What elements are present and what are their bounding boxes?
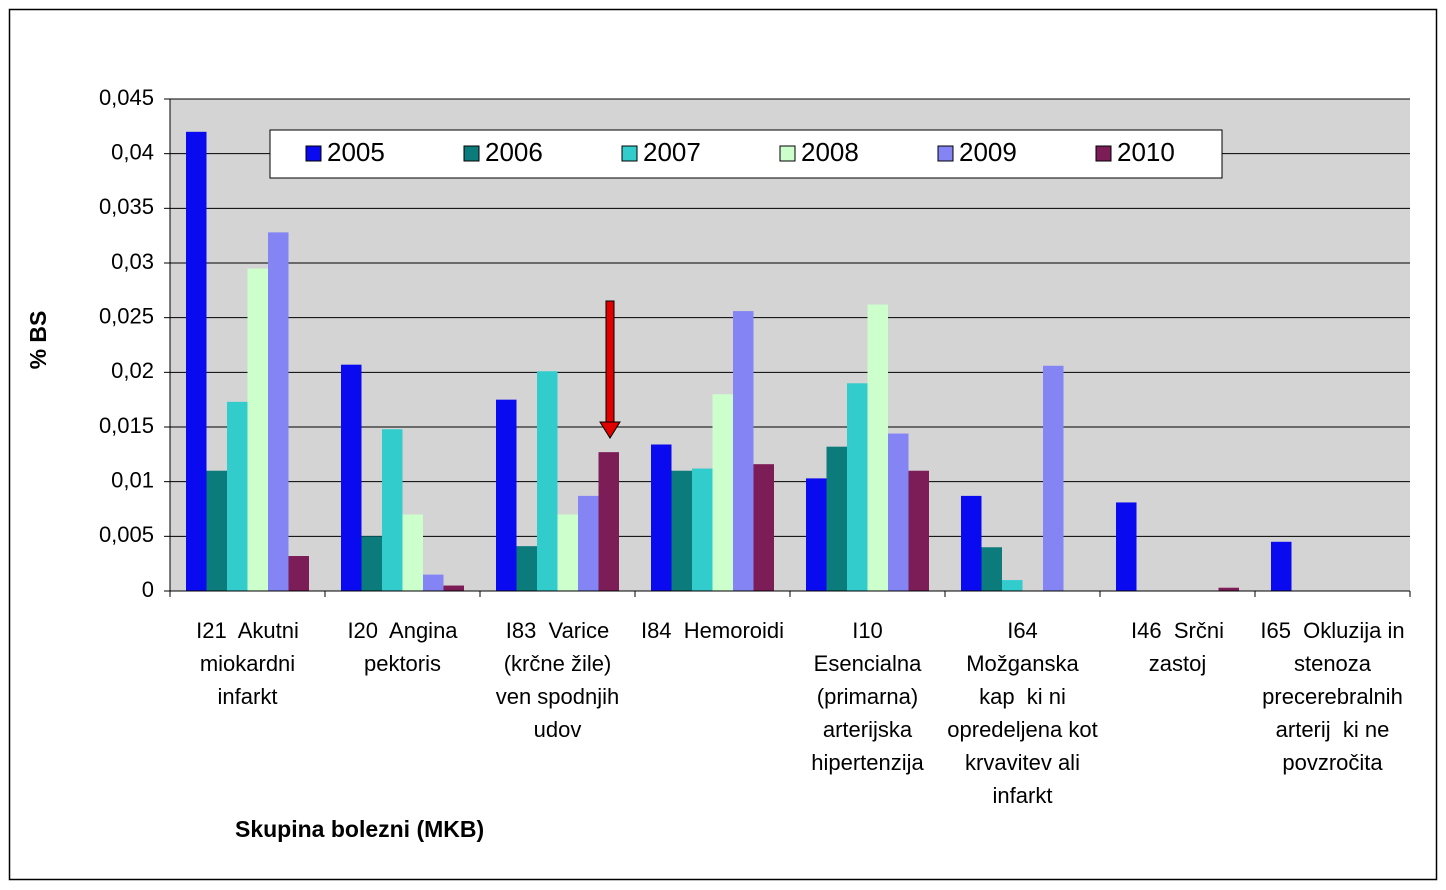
bar (753, 464, 774, 591)
bar (908, 470, 929, 591)
bar (712, 394, 733, 591)
legend-swatch (463, 145, 480, 162)
x-axis-title: Skupina bolezni (MKB) (235, 816, 484, 842)
bar (867, 304, 888, 591)
y-tick-label: 0,02 (111, 358, 154, 383)
bar (402, 514, 423, 591)
bar (382, 429, 403, 591)
legend-swatch (621, 145, 638, 162)
bars (186, 131, 1292, 592)
bar (651, 444, 672, 591)
bar (268, 232, 289, 592)
legend-label: 2008 (801, 137, 859, 167)
bar (1218, 587, 1239, 591)
bar (423, 574, 444, 591)
y-tick-label: 0,03 (111, 249, 154, 274)
bar (516, 546, 537, 591)
bar (341, 364, 362, 591)
y-tick-label: 0,045 (99, 85, 154, 110)
y-tick-label: 0,015 (99, 413, 154, 438)
bar (361, 536, 382, 591)
bar (443, 585, 464, 591)
x-tick-label: I64 Možganska kap ki ni opredeljena kot krva… (947, 618, 1097, 808)
bar (826, 446, 847, 591)
bar (671, 470, 692, 591)
bar (733, 311, 754, 591)
legend-swatch (305, 145, 322, 162)
bar (227, 401, 248, 591)
legend-label: 2007 (643, 137, 701, 167)
bar (888, 433, 909, 591)
bar (1002, 580, 1023, 591)
grid (164, 98, 1411, 597)
bar (247, 268, 268, 591)
x-tick-label: I46 Srčni zastoj (1131, 618, 1224, 676)
bar (557, 514, 578, 591)
legend-label: 2005 (327, 137, 385, 167)
y-tick-label: 0,025 (99, 303, 154, 328)
bar (578, 495, 599, 591)
bar (847, 383, 868, 591)
bar (206, 470, 227, 591)
bar (186, 131, 207, 592)
bar (1043, 365, 1064, 591)
y-tick-label: 0,035 (99, 194, 154, 219)
legend-swatch (1095, 145, 1112, 162)
legend-box (269, 129, 1223, 179)
legend: 2005 2006 2007 2008 2009 2010 (305, 137, 1175, 167)
arrow-annotation (599, 300, 621, 439)
bar (537, 371, 558, 591)
y-tick-label: 0,005 (99, 522, 154, 547)
x-tick-label: I84 Hemoroidi (641, 618, 784, 643)
x-tick-label: I83 Varice (krčne žile) ven spodnjih udov (496, 618, 620, 742)
bar (496, 399, 517, 591)
bar (692, 468, 713, 591)
legend-swatch (779, 145, 796, 162)
legend-label: 2006 (485, 137, 543, 167)
bar (598, 452, 619, 591)
legend-swatch (937, 145, 954, 162)
x-tick-label: I21 Akutni miokardni infarkt (196, 618, 299, 709)
bar (961, 495, 982, 591)
bar (1116, 502, 1137, 591)
y-tick-label: 0 (142, 577, 154, 602)
x-tick-label: I20 Angina pektoris (347, 618, 458, 676)
bar (1271, 541, 1292, 591)
legend-label: 2009 (959, 137, 1017, 167)
plot-area (170, 99, 1410, 591)
y-tick-label: 0,04 (111, 139, 154, 164)
bar (806, 478, 827, 591)
legend-label: 2010 (1117, 137, 1175, 167)
x-tick-label: I10 Esencialna (primarna) arterijska hiperte… (811, 618, 924, 775)
y-tick-label: 0,01 (111, 467, 154, 492)
y-axis-title: % BS (25, 311, 51, 370)
bar (981, 547, 1002, 591)
x-tick-label: I65 Okluzija in stenoza precerebralnih arte… (1260, 618, 1404, 775)
bar (288, 556, 309, 591)
